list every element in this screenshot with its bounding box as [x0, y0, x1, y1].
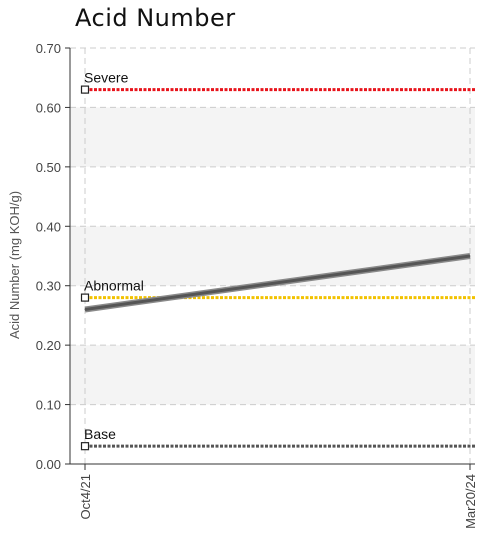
background-bands [70, 107, 475, 405]
y-tick-labels: 0.00 0.10 0.20 0.30 0.40 0.50 0.60 0.70 [36, 41, 61, 472]
reference-label-base: Base [84, 426, 116, 442]
y-tick-label: 0.70 [36, 41, 61, 56]
data-point [84, 308, 86, 310]
reference-label-abnormal: Abnormal [84, 278, 144, 294]
grid-band [70, 345, 475, 405]
x-tick-label: Oct4/21 [78, 474, 93, 520]
y-tick-label: 0.00 [36, 457, 61, 472]
series [84, 253, 471, 313]
reference-marker-base [80, 442, 90, 451]
grid-band [70, 107, 475, 167]
y-axis-label: Acid Number (mg KOH/g) [7, 191, 22, 339]
chart-title: Acid Number [75, 4, 236, 32]
y-tick-label: 0.40 [36, 219, 61, 234]
axes [65, 47, 475, 470]
x-tick-labels: Oct4/21 Mar20/24 [78, 474, 478, 529]
y-tick-label: 0.50 [36, 160, 61, 175]
y-tick-label: 0.30 [36, 279, 61, 294]
y-tick-label: 0.20 [36, 338, 61, 353]
grid-band [70, 226, 475, 286]
y-tick-label: 0.10 [36, 398, 61, 413]
reference-label-severe: Severe [84, 70, 129, 86]
reference-marker-abnormal [80, 293, 90, 302]
x-tick-label: Mar20/24 [463, 474, 478, 529]
reference-marker-severe [80, 85, 90, 94]
y-tick-label: 0.60 [36, 100, 61, 115]
data-point [469, 255, 471, 257]
series-line [84, 254, 471, 311]
